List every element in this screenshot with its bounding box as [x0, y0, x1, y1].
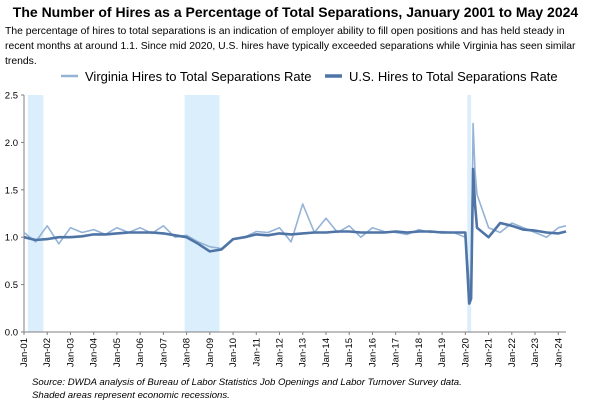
y-tick-label: 0.0 [5, 328, 18, 339]
x-tick-label: Jan-10 [228, 338, 239, 367]
x-tick-label: Jan-01 [19, 338, 30, 367]
x-tick-label: Jan-23 [530, 338, 541, 367]
recession-shading [27, 95, 472, 332]
x-axis-ticks: Jan-01 Jan-02 Jan-03 Jan-04 Jan-05 Jan-06 Jan-… [19, 332, 564, 367]
x-tick-label: Jan-13 [298, 338, 309, 367]
x-tick-label: Jan-20 [460, 338, 471, 367]
y-axis-ticks: 0.0 0.5 1.0 1.5 2.0 2.5 [5, 91, 24, 339]
recession-note: Shaded areas represent economic recessio… [32, 390, 230, 401]
y-tick-label: 0.5 [5, 280, 18, 291]
legend-label-us: U.S. Hires to Total Separations Rate [349, 69, 558, 84]
x-tick-label: Jan-02 [42, 338, 53, 367]
recession-band-2 [184, 95, 220, 332]
y-tick-label: 2.0 [5, 138, 18, 149]
x-tick-label: Jan-06 [135, 338, 146, 367]
x-tick-label: Jan-21 [484, 338, 495, 367]
page-subtitle: The percentage of hires to total separat… [5, 26, 576, 67]
x-tick-label: Jan-04 [89, 338, 100, 367]
x-tick-label: Jan-19 [437, 338, 448, 367]
recession-band-3 [467, 95, 472, 332]
legend: Virginia Hires to Total Separations Rate… [61, 69, 558, 84]
x-tick-label: Jan-18 [414, 338, 425, 367]
y-tick-label: 1.5 [5, 185, 18, 196]
y-tick-label: 1.0 [5, 233, 18, 244]
x-tick-label: Jan-05 [112, 338, 123, 367]
x-tick-label: Jan-14 [321, 338, 332, 367]
x-tick-label: Jan-22 [507, 338, 518, 367]
source-note: Source: DWDA analysis of Bureau of Labor… [32, 377, 462, 388]
x-tick-label: Jan-08 [182, 338, 193, 367]
x-tick-label: Jan-24 [553, 338, 564, 367]
x-tick-label: Jan-17 [391, 338, 402, 367]
series-line-us [23, 167, 567, 305]
page-title: The Number of Hires as a Percentage of T… [12, 4, 579, 20]
x-tick-label: Jan-09 [205, 338, 216, 367]
y-tick-label: 2.5 [5, 91, 18, 102]
x-tick-label: Jan-11 [251, 338, 262, 366]
x-tick-label: Jan-16 [367, 338, 378, 367]
series-lines [23, 122, 567, 305]
recession-band-1 [27, 95, 44, 332]
x-tick-label: Jan-07 [158, 338, 169, 367]
x-tick-label: Jan-12 [275, 338, 286, 367]
x-tick-label: Jan-03 [65, 338, 76, 367]
x-tick-label: Jan-15 [344, 338, 355, 367]
legend-label-virginia: Virginia Hires to Total Separations Rate [85, 69, 311, 84]
series-line-virginia [23, 122, 567, 300]
axes [23, 95, 566, 333]
